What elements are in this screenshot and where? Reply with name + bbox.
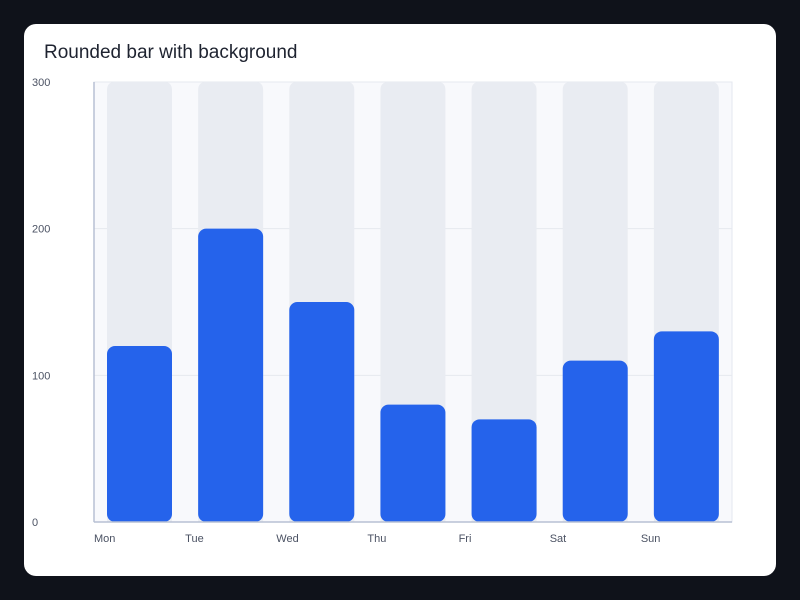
axes: [93, 82, 732, 523]
data-bars: [107, 228, 719, 522]
bar-tue[interactable]: [198, 228, 264, 522]
x-tick-label: Fri: [459, 533, 472, 545]
bar-sat[interactable]: [562, 360, 628, 522]
x-tick-label: Thu: [367, 533, 386, 545]
chart-title: Rounded bar with background: [44, 42, 298, 63]
x-tick-label: Tue: [185, 533, 204, 545]
background-bar-fri: [471, 82, 537, 522]
y-tick-label: 300: [32, 77, 50, 89]
y-tick-label: 100: [32, 370, 50, 382]
bar-fri[interactable]: [471, 419, 537, 522]
y-tick-label: 0: [32, 517, 38, 529]
y-tick-labels: 0 100 200 300: [32, 77, 50, 529]
x-tick-label: Sat: [550, 533, 567, 545]
x-tick-labels: Mon Tue Wed Thu Fri Sat Sun: [94, 533, 660, 545]
chart-card: Rounded bar with background 0 100 200 300 M…: [24, 24, 776, 576]
bar-sun[interactable]: [653, 331, 719, 522]
x-tick-label: Mon: [94, 533, 115, 545]
bar-thu[interactable]: [380, 404, 446, 522]
y-tick-label: 200: [32, 224, 50, 236]
bar-mon[interactable]: [107, 346, 172, 522]
bar-chart: 0 100 200 300 Mon Tue Wed Thu Fri Sat Sun: [32, 77, 733, 545]
x-tick-label: Wed: [276, 533, 298, 545]
bar-wed[interactable]: [289, 302, 355, 522]
x-tick-label: Sun: [641, 533, 661, 545]
